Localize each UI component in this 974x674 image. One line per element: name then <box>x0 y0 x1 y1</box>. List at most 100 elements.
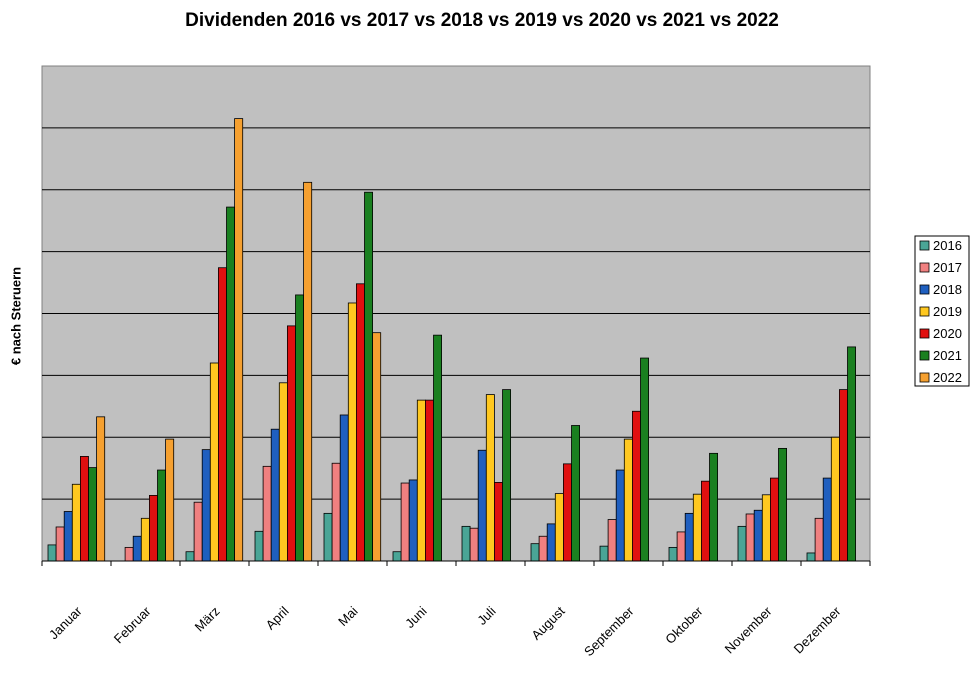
x-tick-label: August <box>528 603 567 642</box>
bar-2020-Januar <box>80 456 89 562</box>
bar-2022-April <box>303 181 313 562</box>
bar-2016-Dezember <box>806 552 816 562</box>
bar-2018-November <box>753 509 763 562</box>
x-tick-label: Mai <box>335 603 360 628</box>
bar-2016-September <box>599 545 609 562</box>
bar-2020-Oktober <box>701 480 710 562</box>
bar-2019-Dezember <box>830 436 840 562</box>
bar-2019-Juni <box>416 399 426 562</box>
bar-2020-November <box>770 477 779 562</box>
bar-2016-August <box>530 543 540 562</box>
bar-2021-März <box>226 206 236 562</box>
bar-2016-November <box>737 525 747 562</box>
x-tick-label: März <box>192 604 223 635</box>
legend-label-2019: 2019 <box>933 304 962 319</box>
bar-2018-Mai <box>339 414 349 562</box>
bar-2016-Januar <box>47 544 57 562</box>
bar-2020-September <box>632 410 641 562</box>
legend-label-2018: 2018 <box>933 282 962 297</box>
bar-2017-März <box>193 501 203 562</box>
bar-2019-Oktober <box>692 493 702 562</box>
bar-2019-April <box>278 382 288 562</box>
legend-label-2017: 2017 <box>933 260 962 275</box>
legend-swatch-2017 <box>919 262 930 273</box>
legend-swatch-2020 <box>919 328 930 339</box>
bar-2020-August <box>563 463 572 562</box>
bar-2018-Oktober <box>684 512 694 562</box>
bar-2020-Juni <box>424 399 434 562</box>
legend: 2016 2017 2018 2019 2020 2021 2022 <box>914 235 970 387</box>
bar-2021-Februar <box>157 469 167 562</box>
bar-2017-Mai <box>331 462 341 562</box>
chart-title: Dividenden 2016 vs 2017 vs 2018 vs 2019 … <box>185 10 779 31</box>
bar-2017-August <box>538 535 548 562</box>
bar-2021-August <box>571 425 581 562</box>
bar-2017-November <box>745 513 755 562</box>
x-tick-label: September <box>581 603 637 659</box>
legend-swatch-2021 <box>919 350 930 361</box>
bar-2018-Januar <box>63 511 73 562</box>
bar-2021-April <box>295 294 305 562</box>
bar-2021-Juli <box>502 389 512 562</box>
legend-label-2020: 2020 <box>933 326 962 341</box>
bar-2016-Juli <box>461 525 471 562</box>
legend-swatch-2018 <box>919 284 930 295</box>
bar-2018-September <box>615 469 625 562</box>
x-tick-label: Dezember <box>791 603 844 656</box>
bar-2016-Oktober <box>668 546 678 562</box>
legend-swatch-2022 <box>919 372 930 383</box>
bar-2018-Juli <box>477 449 487 562</box>
bar-2020-Dezember <box>839 389 848 562</box>
legend-label-2016: 2016 <box>933 238 962 253</box>
bar-2016-Mai <box>323 512 333 562</box>
bar-2019-November <box>761 494 771 562</box>
bar-2020-Mai <box>355 283 365 562</box>
bar-2018-April <box>270 428 280 562</box>
bar-2022-Februar <box>165 438 175 562</box>
x-tick-label: Juni <box>402 603 430 631</box>
x-tick-label: Oktober <box>662 603 706 647</box>
bar-2020-April <box>286 325 296 562</box>
bar-2021-November <box>778 447 788 562</box>
bar-2017-Februar <box>124 546 134 562</box>
bar-2017-Juni <box>400 482 410 562</box>
legend-swatch-2019 <box>919 306 930 317</box>
legend-label-2022: 2022 <box>933 370 962 385</box>
x-tick-label: November <box>722 603 775 656</box>
bar-2021-Mai <box>364 191 374 562</box>
bar-2021-Dezember <box>847 346 857 562</box>
x-tick-label: Februar <box>111 603 154 646</box>
bar-2018-Februar <box>132 535 142 562</box>
bar-2019-September <box>623 438 633 562</box>
bar-2017-Dezember <box>814 517 824 562</box>
bar-2019-März <box>209 362 219 562</box>
bar-2019-Februar <box>140 517 150 562</box>
legend-swatch-2016 <box>919 240 930 251</box>
bar-2022-März <box>234 118 244 562</box>
bar-2017-Juli <box>469 527 479 562</box>
bar-2018-März <box>201 449 211 562</box>
bar-2021-September <box>640 357 650 562</box>
bar-2020-März <box>217 267 227 562</box>
bar-2018-Juni <box>408 479 418 562</box>
bar-2019-Januar <box>71 483 81 562</box>
bar-2021-Juni <box>433 334 443 562</box>
bar-2020-Juli <box>493 482 503 562</box>
bar-2016-März <box>185 551 195 562</box>
x-tick-label: April <box>263 603 292 632</box>
bar-2016-April <box>254 530 264 562</box>
bar-2021-Januar <box>88 467 98 562</box>
bar-2019-Juli <box>485 394 495 562</box>
x-tick-label: Januar <box>46 603 85 642</box>
bar-2018-August <box>546 523 556 562</box>
bar-2017-Januar <box>55 526 65 562</box>
bar-2017-April <box>262 465 272 562</box>
bar-2021-Oktober <box>709 452 719 562</box>
bar-2016-Juni <box>392 551 402 562</box>
bar-2019-Mai <box>347 302 357 562</box>
x-ticks: Januar Februar März April Mai Juni Juli August S… <box>41 561 871 659</box>
x-tick-label: Juli <box>474 603 498 627</box>
gridlines <box>42 127 870 500</box>
bar-2017-Oktober <box>676 531 686 562</box>
